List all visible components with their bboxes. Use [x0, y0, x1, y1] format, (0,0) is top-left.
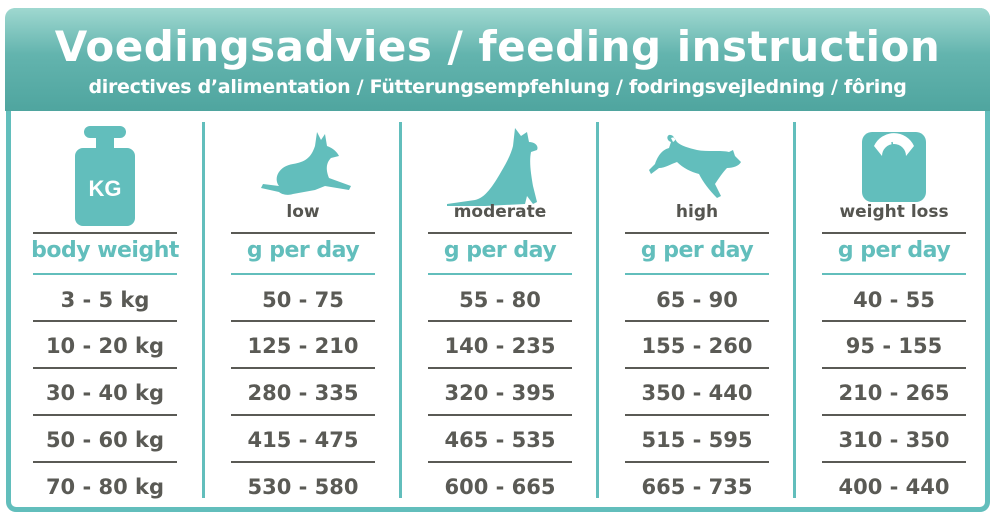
table-cell: 95 - 155 [845, 334, 943, 358]
column-low: low g per day 50 - 75 125 - 210 280 - 33… [228, 118, 378, 499]
divider-line [625, 232, 769, 234]
divider-line [33, 232, 177, 234]
divider-line [822, 320, 966, 322]
divider-line [231, 461, 375, 463]
table-cell: 3 - 5 kg [60, 288, 150, 312]
column-unit: g per day [443, 238, 557, 263]
divider-line [428, 367, 572, 369]
table-cell: 40 - 55 [853, 288, 935, 312]
table-cell: 280 - 335 [247, 381, 359, 405]
table-cell: 350 - 440 [641, 381, 753, 405]
divider-line [625, 273, 769, 275]
divider-line [231, 273, 375, 275]
table-cell: 320 - 395 [444, 381, 556, 405]
table-cell: 55 - 80 [459, 288, 541, 312]
divider-line [33, 461, 177, 463]
table-cell: 665 - 735 [641, 475, 753, 499]
divider-line [231, 367, 375, 369]
divider-line [33, 273, 177, 275]
table-cell: 515 - 595 [641, 428, 753, 452]
table-cell: 50 - 60 kg [45, 428, 165, 452]
table-cell: 310 - 350 [838, 428, 950, 452]
column-divider [202, 122, 205, 498]
column-unit: g per day [640, 238, 754, 263]
column-weight-loss: weight loss g per day 40 - 55 95 - 155 2… [819, 118, 969, 499]
lying-dog-icon [228, 118, 378, 208]
running-dog-icon [622, 114, 772, 204]
column-moderate: moderate g per day 55 - 80 140 - 235 320… [425, 118, 575, 499]
divider-line [428, 320, 572, 322]
table-cell: 155 - 260 [641, 334, 753, 358]
divider-line [625, 461, 769, 463]
divider-line [625, 367, 769, 369]
activity-label: low [286, 202, 320, 222]
svg-text:KG: KG [89, 176, 122, 201]
page-title: Voedingsadvies / feeding instruction [54, 22, 941, 71]
table-cell: 70 - 80 kg [45, 475, 165, 499]
divider-line [625, 320, 769, 322]
divider-line [428, 273, 572, 275]
activity-label: moderate [453, 202, 547, 222]
divider-line [33, 414, 177, 416]
header-banner: Voedingsadvies / feeding instruction dir… [5, 8, 990, 111]
divider-line [231, 414, 375, 416]
column-unit: g per day [837, 238, 951, 263]
column-body-weight: KG body weight 3 - 5 kg 10 - 20 kg 30 - … [30, 118, 180, 499]
divider-line [822, 232, 966, 234]
divider-line [33, 367, 177, 369]
scale-icon [819, 114, 969, 204]
column-divider [596, 122, 599, 498]
activity-label: weight loss [839, 202, 949, 222]
divider-line [822, 414, 966, 416]
table-cell: 125 - 210 [247, 334, 359, 358]
page-subtitle: directives d’alimentation / Fütterungsem… [88, 76, 907, 98]
table-cell: 10 - 20 kg [45, 334, 165, 358]
table-cell: 600 - 665 [444, 475, 556, 499]
column-divider [793, 122, 796, 498]
divider-line [822, 273, 966, 275]
divider-line [822, 367, 966, 369]
table-cell: 415 - 475 [247, 428, 359, 452]
table-cell: 530 - 580 [247, 475, 359, 499]
divider-line [428, 232, 572, 234]
table-cell: 465 - 535 [444, 428, 556, 452]
activity-label: high [675, 202, 719, 222]
column-divider [399, 122, 402, 498]
divider-line [231, 232, 375, 234]
divider-line [428, 414, 572, 416]
table-cell: 30 - 40 kg [45, 381, 165, 405]
column-high: high g per day 65 - 90 155 - 260 350 - 4… [622, 118, 772, 499]
divider-line [33, 320, 177, 322]
sitting-dog-icon [425, 118, 575, 208]
table-cell: 65 - 90 [656, 288, 738, 312]
table-cell: 210 - 265 [838, 381, 950, 405]
divider-line [822, 461, 966, 463]
kg-weight-icon: KG [30, 120, 180, 228]
divider-line [428, 461, 572, 463]
divider-line [231, 320, 375, 322]
table-cell: 140 - 235 [444, 334, 556, 358]
table-cell: 400 - 440 [838, 475, 950, 499]
column-unit: body weight [31, 238, 179, 263]
table-cell: 50 - 75 [262, 288, 344, 312]
divider-line [625, 414, 769, 416]
column-unit: g per day [246, 238, 360, 263]
